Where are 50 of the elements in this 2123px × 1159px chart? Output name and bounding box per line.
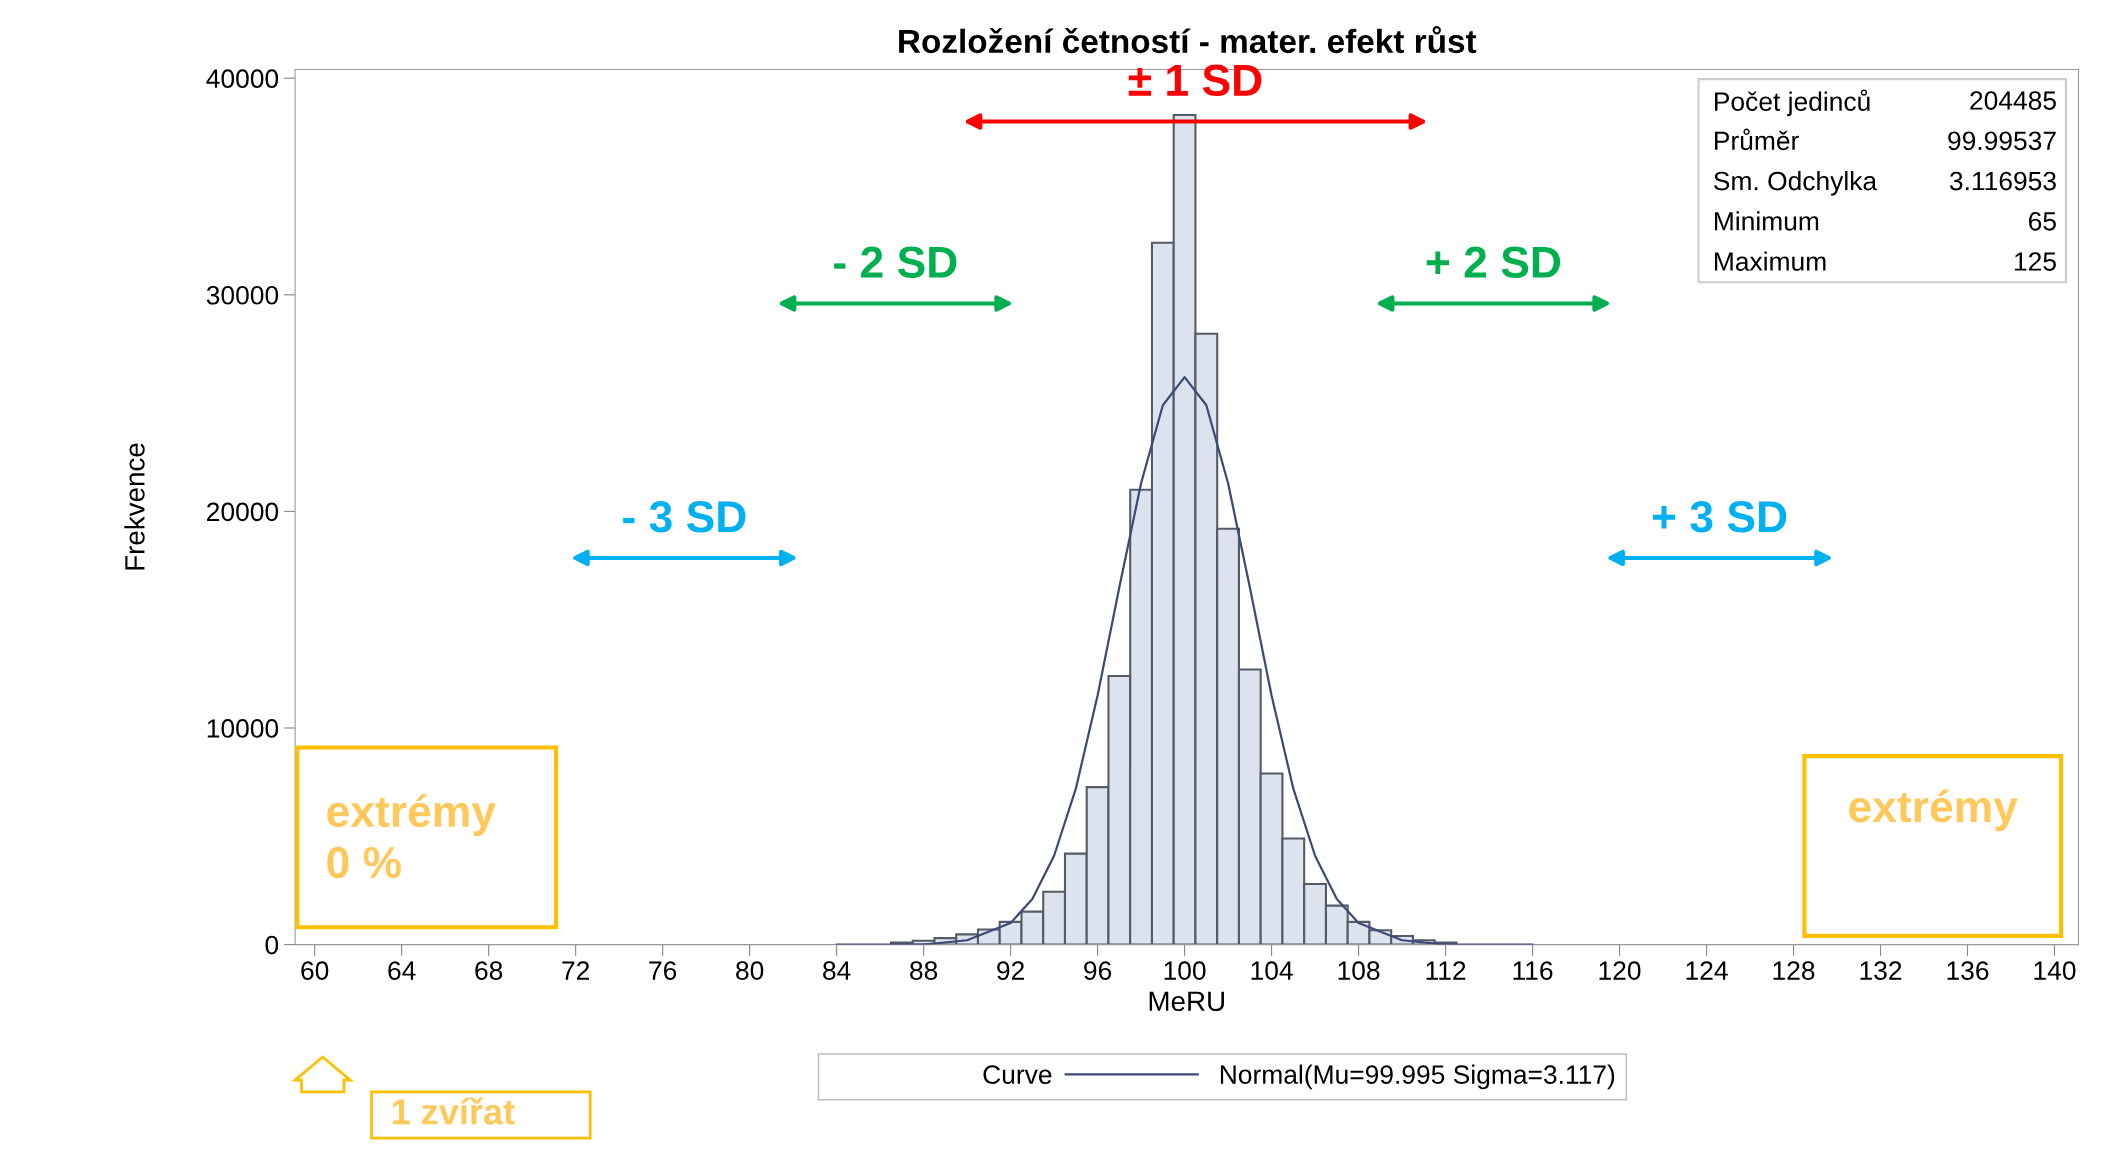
annotation: + 3 SD <box>1652 501 1787 533</box>
line-series <box>835 376 1534 945</box>
x-tick-label: 64 <box>388 961 416 980</box>
annotation: extrémy <box>1849 789 2018 832</box>
x-tick-label: 124 <box>1686 961 1728 980</box>
y-tick-label: 10000 <box>207 719 279 738</box>
annotation: Průměr <box>1715 128 1799 151</box>
x-tick-label: 116 <box>1513 961 1553 980</box>
legend-label: Normal(Mu=99.995 Sigma=3.117) <box>1220 1064 1615 1090</box>
y-tick-label: 20000 <box>207 502 279 522</box>
x-axis-title: MeRU <box>1149 991 1224 1012</box>
x-tick-label: 88 <box>910 961 938 980</box>
x-tick-label: 108 <box>1338 961 1380 980</box>
annotation: 65 <box>2029 211 2056 231</box>
x-tick-label: 80 <box>736 961 764 980</box>
x-tick-label: 96 <box>1084 961 1112 980</box>
annotation: - 3 SD <box>623 501 746 533</box>
annotation: 125 <box>2015 252 2056 271</box>
x-tick-label: 132 <box>1860 961 1902 980</box>
x-tick-label: 128 <box>1773 961 1815 980</box>
x-tick-label: 72 <box>562 961 589 980</box>
legend-title: Curve <box>983 1065 1052 1084</box>
x-tick-label: 104 <box>1251 961 1293 980</box>
x-tick-label: 100 <box>1164 961 1206 980</box>
x-tick-label: 76 <box>649 961 677 980</box>
x-tick-label: 68 <box>475 961 503 980</box>
x-tick-label: 120 <box>1599 961 1641 980</box>
x-tick-label: 60 <box>301 961 329 980</box>
x-tick-label: 92 <box>997 961 1024 980</box>
y-tick-label: 40000 <box>206 69 279 89</box>
annotation: 3.116953 <box>1949 171 2056 191</box>
x-tick-label: 112 <box>1426 961 1466 980</box>
x-tick-label: 84 <box>823 961 851 980</box>
text: 1 zvířat <box>392 1097 515 1125</box>
x-tick-label: 140 <box>2034 961 2076 980</box>
y-tick-label: 0 <box>265 935 279 955</box>
annotation: 99.99537 <box>1948 131 2056 151</box>
annotation: Sm. Odchylka <box>1714 171 1878 196</box>
y-tick-label: 30000 <box>206 285 279 305</box>
annotation: + 2 SD <box>1426 246 1561 279</box>
y-axis-title: Frekvence <box>124 443 145 570</box>
annotation: Maximum <box>1715 251 1826 271</box>
x-tick-label: 136 <box>1947 961 1989 980</box>
annotation: Minimum <box>1715 211 1819 231</box>
annotation: ± 1 SD <box>1128 64 1262 97</box>
annotation: 204485 <box>1970 91 2056 110</box>
annotation: extrémy 0 % <box>327 794 496 879</box>
annotation: Počet jedinců <box>1715 89 1870 117</box>
chart-title: Rozložení četností - mater. efekt růst <box>899 26 1477 54</box>
annotation: - 2 SD <box>834 246 957 279</box>
